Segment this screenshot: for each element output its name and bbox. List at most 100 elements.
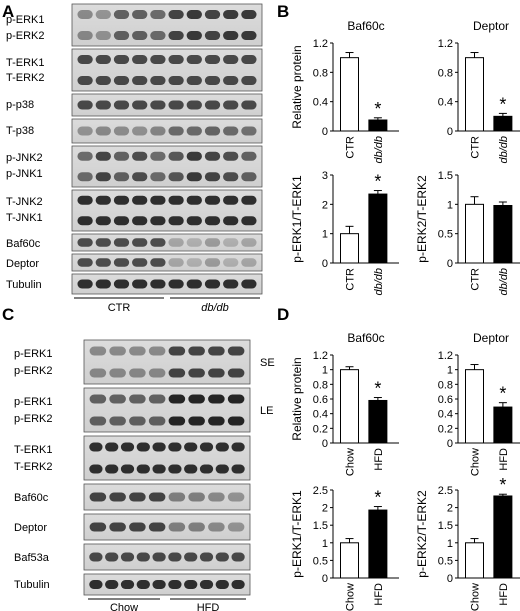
bar bbox=[465, 542, 484, 579]
blot-band bbox=[120, 552, 135, 562]
blot-band bbox=[204, 151, 221, 161]
x-category-label: HFD bbox=[373, 448, 385, 471]
blot-band bbox=[132, 279, 148, 289]
blot-band bbox=[95, 216, 111, 226]
blot-band bbox=[150, 31, 166, 40]
blot-band bbox=[188, 394, 205, 404]
blot-band bbox=[148, 492, 166, 502]
y-tick-label: 2 bbox=[447, 503, 453, 515]
blot-band bbox=[208, 394, 225, 404]
y-tick-label: 1.5 bbox=[438, 520, 453, 532]
blot-band bbox=[89, 522, 107, 532]
chart-title: Baf60c bbox=[347, 331, 384, 345]
blot-band bbox=[188, 368, 205, 378]
blot-band bbox=[129, 522, 146, 532]
bar bbox=[368, 399, 388, 444]
panel-a-groups: CTR db/db bbox=[74, 297, 260, 314]
blot-band bbox=[77, 10, 93, 19]
blot-c-baf53a bbox=[83, 543, 251, 571]
blot-band bbox=[168, 151, 184, 161]
chart-title: Deptor bbox=[473, 19, 509, 33]
blot-band bbox=[204, 10, 221, 19]
blot-band bbox=[204, 126, 221, 136]
chart-b3: 0 1 2 3 CTR * db/db p-ERK1/T-ERK1 bbox=[290, 170, 399, 296]
y-tick-label: 0 bbox=[447, 438, 453, 450]
blot-band bbox=[168, 76, 184, 85]
blot-band bbox=[168, 346, 186, 356]
bar bbox=[465, 369, 484, 444]
bar-charts: 0 0.4 0.8 1.2 CTR * db/db Baf60c Relative protei… bbox=[290, 19, 520, 611]
blot-band bbox=[227, 368, 245, 378]
blot-band bbox=[204, 55, 221, 64]
blot-band bbox=[168, 368, 186, 378]
blot-band bbox=[168, 442, 182, 452]
blot-a-p-p38 bbox=[71, 93, 263, 117]
blot-band bbox=[120, 442, 135, 452]
blot-band bbox=[89, 394, 107, 404]
significance-marker: * bbox=[374, 172, 381, 192]
blot-frame bbox=[83, 573, 251, 596]
blot-band bbox=[77, 151, 93, 161]
blot-band bbox=[129, 492, 146, 502]
row-label: p-ERK1 bbox=[14, 348, 53, 360]
blot-band bbox=[89, 464, 103, 474]
blot-band bbox=[199, 552, 214, 562]
blot-band bbox=[95, 258, 111, 267]
y-tick-label: 1 bbox=[322, 229, 328, 241]
blot-band bbox=[113, 100, 130, 110]
blot-band bbox=[204, 100, 221, 110]
blot-band bbox=[113, 216, 130, 226]
blot-band bbox=[168, 580, 182, 589]
y-tick-label: 1 bbox=[447, 365, 453, 377]
row-label: Tubulin bbox=[6, 279, 42, 291]
y-axis-label: Relative protein bbox=[290, 357, 304, 440]
blot-band bbox=[168, 279, 184, 289]
row-label: Deptor bbox=[14, 522, 47, 534]
y-tick-label: 0.8 bbox=[313, 379, 328, 391]
blot-band bbox=[150, 151, 166, 161]
blot-band bbox=[188, 416, 205, 426]
chart-b2: 0 0.4 0.8 1.2 CTR * db/db Deptor bbox=[438, 19, 520, 164]
row-label: T-JNK1 bbox=[6, 212, 43, 224]
group-label-ctr: CTR bbox=[108, 302, 131, 314]
blot-band bbox=[223, 195, 239, 205]
blot-band bbox=[227, 394, 245, 404]
bar bbox=[340, 369, 359, 444]
blot-a-erk-total bbox=[71, 48, 263, 92]
blot-band bbox=[186, 258, 202, 267]
row-label: T-p38 bbox=[6, 125, 34, 137]
y-tick-label: 1.2 bbox=[313, 350, 328, 362]
panel-letter-d: D bbox=[277, 305, 289, 324]
blot-band bbox=[136, 464, 150, 474]
y-tick-label: 0 bbox=[447, 573, 453, 585]
bar bbox=[493, 495, 513, 579]
y-tick-label: 2 bbox=[322, 199, 328, 211]
group-label-chow: Chow bbox=[110, 602, 138, 611]
blot-band bbox=[89, 492, 107, 502]
blot-a-jnk-total bbox=[71, 189, 263, 232]
blot-band bbox=[168, 195, 184, 205]
blot-band bbox=[186, 100, 202, 110]
blot-band bbox=[227, 492, 245, 502]
chart-d4: 0 0.5 1 1.5 2 2.5 Chow * HFD p-ERK2/T-ERK2 bbox=[415, 475, 520, 611]
blot-band bbox=[105, 552, 119, 562]
blot-band bbox=[109, 368, 126, 378]
blot-band bbox=[168, 126, 184, 136]
blot-band bbox=[150, 126, 166, 136]
blot-band bbox=[89, 580, 103, 589]
y-tick-label: 0.6 bbox=[313, 394, 328, 406]
blot-c-deptor bbox=[83, 513, 251, 541]
blot-band bbox=[204, 31, 221, 40]
blot-band bbox=[113, 151, 130, 161]
blot-band bbox=[113, 55, 130, 64]
blot-band bbox=[208, 368, 225, 378]
chart-b1: 0 0.4 0.8 1.2 CTR * db/db Baf60c Relative protei… bbox=[290, 19, 399, 164]
blot-band bbox=[89, 416, 107, 426]
blot-a-t-p38 bbox=[71, 118, 263, 144]
x-category-label: CTR bbox=[470, 268, 482, 291]
exposure-label-se: SE bbox=[260, 357, 275, 369]
blot-band bbox=[204, 76, 221, 85]
y-axis-label: p-ERK1/T-ERK1 bbox=[290, 490, 304, 578]
blot-band bbox=[186, 151, 202, 161]
